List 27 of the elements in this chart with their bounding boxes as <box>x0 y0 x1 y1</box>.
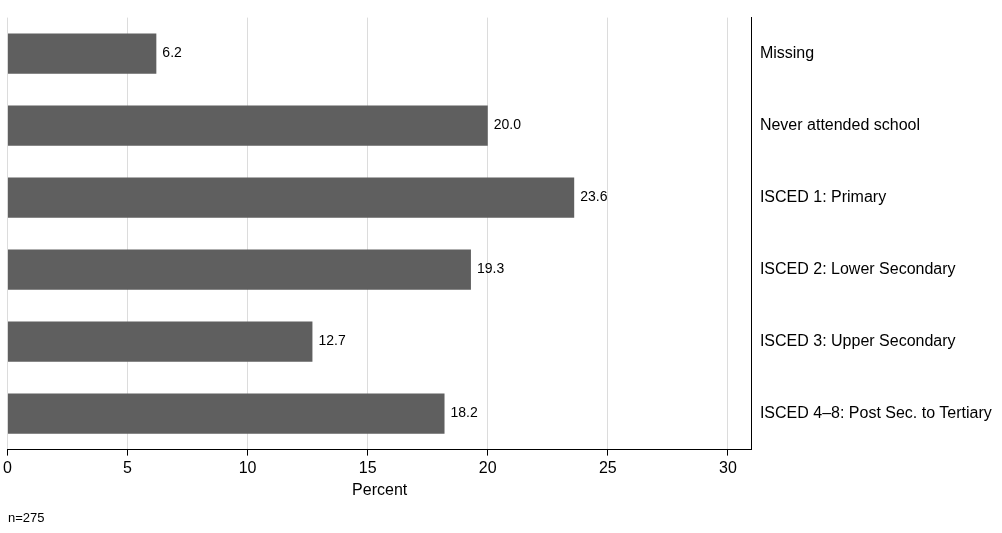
x-axis-title: Percent <box>352 480 408 498</box>
data-label: 12.7 <box>318 332 346 349</box>
y-tick-label: ISCED 1: Primary <box>759 188 887 206</box>
x-tick-label: 20 <box>478 458 497 476</box>
bar <box>7 105 488 146</box>
x-tick-label: 15 <box>358 458 377 476</box>
data-label: 6.2 <box>162 44 183 61</box>
y-tick-label: ISCED 3: Upper Secondary <box>759 332 956 350</box>
y-tick-label: ISCED 4–8: Post Sec. to Tertiary <box>759 404 992 422</box>
data-label: 19.3 <box>476 260 505 277</box>
x-tick-label: 5 <box>123 458 133 476</box>
x-tick-label: 30 <box>718 458 737 476</box>
bar <box>7 249 471 290</box>
data-label: 18.2 <box>450 404 478 421</box>
text: n=275 <box>8 510 45 525</box>
y-tick-label: Missing <box>759 44 815 62</box>
y-tick-label: Never attended school <box>759 116 921 134</box>
bar <box>7 393 445 434</box>
data-label: 23.6 <box>580 188 608 205</box>
x-tick-label: 0 <box>3 458 12 476</box>
x-tick-label: 25 <box>598 458 617 476</box>
data-label: 20.0 <box>493 116 522 133</box>
bar <box>7 33 157 74</box>
x-tick-label: 10 <box>238 458 257 476</box>
y-tick-label: ISCED 2: Lower Secondary <box>759 260 956 278</box>
bar <box>7 177 575 218</box>
bar <box>7 321 313 362</box>
